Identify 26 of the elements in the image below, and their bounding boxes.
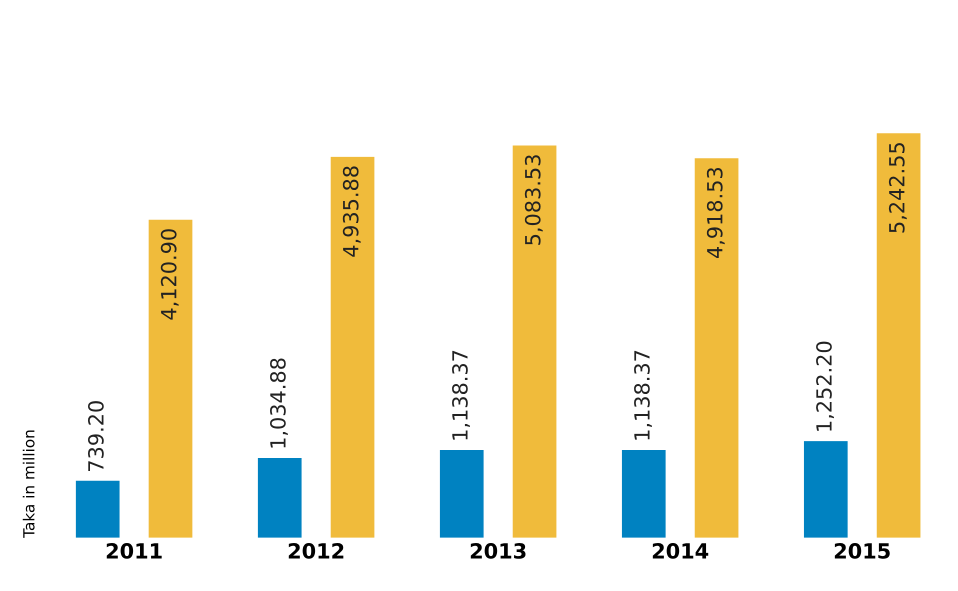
bar [512, 145, 556, 538]
bar [258, 458, 302, 538]
data-label: 4,935.88 [342, 166, 361, 257]
data-label: 1,252.20 [816, 342, 834, 431]
bar [622, 450, 666, 538]
bar [76, 480, 120, 538]
x-tick-label: 2015 [834, 543, 890, 559]
x-tick-label: 2013 [470, 543, 526, 559]
data-label: 1,138.37 [452, 350, 470, 440]
x-tick-label: 2011 [106, 543, 162, 559]
data-label: 1,138.37 [634, 350, 652, 440]
data-label: 1,034.88 [270, 358, 288, 448]
bar [694, 158, 738, 538]
data-label: 4,120.90 [160, 229, 179, 320]
y-axis-title: Taka in million [22, 430, 35, 538]
bar [440, 450, 484, 538]
data-label: 5,083.53 [524, 155, 543, 245]
data-label: 5,242.55 [888, 143, 907, 232]
bar [804, 441, 848, 538]
x-tick-label: 2014 [652, 543, 708, 559]
x-tick-label: 2012 [288, 543, 344, 559]
data-label: 739.20 [88, 401, 104, 471]
bar [148, 220, 192, 538]
bar [876, 133, 920, 538]
bar [330, 156, 374, 538]
data-label: 4,918.53 [706, 168, 725, 258]
